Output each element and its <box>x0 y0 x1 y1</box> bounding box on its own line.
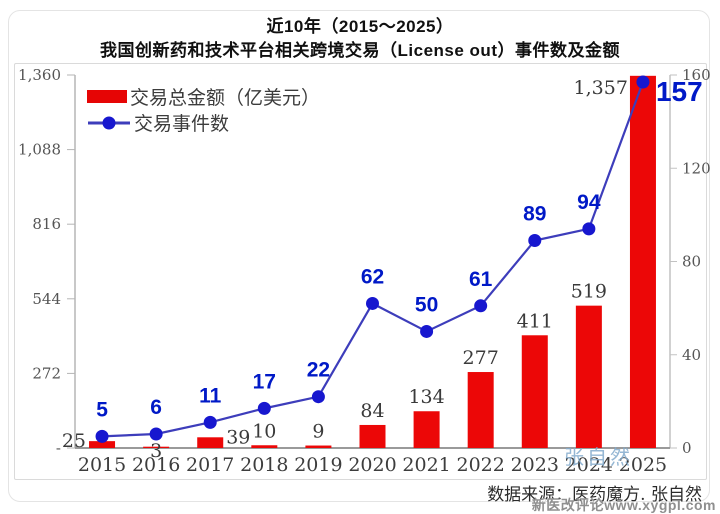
legend-item-amount: 交易总金额（亿美元） <box>87 86 321 109</box>
line-point-2025 <box>636 75 650 89</box>
x-axis-label-2022: 2022 <box>457 454 505 476</box>
line-point-2023 <box>528 234 542 248</box>
x-axis-label-2025: 2025 <box>619 454 667 476</box>
line-point-2024 <box>582 222 596 236</box>
line-point-2020 <box>366 296 379 310</box>
bar-label-2018: 10 <box>252 420 276 442</box>
x-axis-label-2024: 2024 <box>565 454 613 476</box>
x-axis-label-2017: 2017 <box>186 454 234 476</box>
bar-swatch-icon <box>87 90 127 103</box>
count-label-2015: 5 <box>96 398 108 421</box>
x-axis-label-2021: 2021 <box>402 454 450 476</box>
count-label-2023: 89 <box>523 203 546 226</box>
x-axis-label-2019: 2019 <box>294 454 342 476</box>
right-axis-tick-label: 80 <box>682 253 701 271</box>
legend-item-count: 交易事件数 <box>87 112 320 135</box>
legend-label-amount: 交易总金额（亿美元） <box>130 87 321 109</box>
bar-label-2024: 519 <box>571 281 607 303</box>
x-axis-label-2016: 2016 <box>132 454 180 476</box>
bar-2016 <box>143 446 170 448</box>
x-axis-label-2023: 2023 <box>511 454 559 476</box>
count-label-2018: 17 <box>253 370 276 393</box>
count-label-2020: 62 <box>361 265 384 288</box>
left-axis-tick-label: 544 <box>32 290 61 308</box>
bar-2018 <box>251 445 278 448</box>
chart-legend: 交易总金额（亿美元） 交易事件数 <box>87 86 321 135</box>
x-axis-label-2018: 2018 <box>240 454 288 476</box>
line-dot-swatch-icon <box>88 116 130 129</box>
bar-2015 <box>89 441 116 448</box>
left-axis-tick-label: 272 <box>32 364 61 382</box>
right-axis-tick-label: 40 <box>682 346 701 364</box>
count-label-2019: 22 <box>307 359 330 382</box>
count-label-2025: 157 <box>656 76 703 107</box>
line-point-2017 <box>203 415 217 429</box>
line-point-2021 <box>420 324 434 338</box>
line-point-2016 <box>149 427 163 441</box>
bar-label-2020: 84 <box>360 400 384 422</box>
bar-label-2022: 277 <box>463 347 499 369</box>
left-axis-tick-label: 1,360 <box>18 66 61 84</box>
data-source-text: 数据来源：医药魔方. 张自然 <box>487 485 702 505</box>
line-point-2019 <box>311 390 325 404</box>
right-axis-tick-label: 160 <box>682 66 711 84</box>
bar-2019 <box>305 445 332 448</box>
bar-label-2025: 1,357 <box>574 77 628 99</box>
chart-title-line2: 我国创新药和技术平台相关跨境交易（License out）事件数及金额 <box>100 41 620 60</box>
bar-2017 <box>197 437 224 448</box>
bar-2024 <box>575 305 602 448</box>
count-label-2022: 61 <box>469 268 493 291</box>
left-axis-tick-label: 816 <box>32 215 61 233</box>
line-point-2015 <box>95 429 109 443</box>
count-label-2016: 6 <box>150 396 162 419</box>
line-point-2018 <box>257 401 271 415</box>
x-axis-label-2020: 2020 <box>348 454 396 476</box>
left-axis-tick-label: - <box>56 439 61 457</box>
line-point-2022 <box>474 299 488 313</box>
bar-label-2023: 411 <box>517 310 553 332</box>
chart-title-line1: 近10年（2015～2025） <box>266 17 454 36</box>
bar-label-2017: 39 <box>226 426 250 448</box>
plot-watermark: 张自然 <box>564 445 633 469</box>
bar-2021 <box>413 411 440 448</box>
right-axis-tick-label: 120 <box>682 159 711 177</box>
count-label-2017: 11 <box>199 384 222 407</box>
bar-2025 <box>629 75 656 449</box>
bar-label-2019: 9 <box>312 421 324 443</box>
legend-label-count: 交易事件数 <box>134 113 230 135</box>
count-label-2024: 94 <box>577 191 601 214</box>
x-axis-label-2015: 2015 <box>78 454 126 476</box>
count-label-2021: 50 <box>415 293 438 316</box>
bar-label-2015: 25 <box>62 430 86 452</box>
bar-label-2016: 3 <box>150 440 162 462</box>
right-axis-tick-label: 0 <box>682 439 692 457</box>
bar-2020 <box>359 424 386 448</box>
bar-label-2021: 134 <box>408 386 444 408</box>
bar-2022 <box>467 372 494 448</box>
bottom-watermark: 新医改评论www.xygpl.com <box>531 497 716 513</box>
bar-2023 <box>521 335 548 448</box>
left-axis-tick-label: 1,088 <box>18 141 61 159</box>
